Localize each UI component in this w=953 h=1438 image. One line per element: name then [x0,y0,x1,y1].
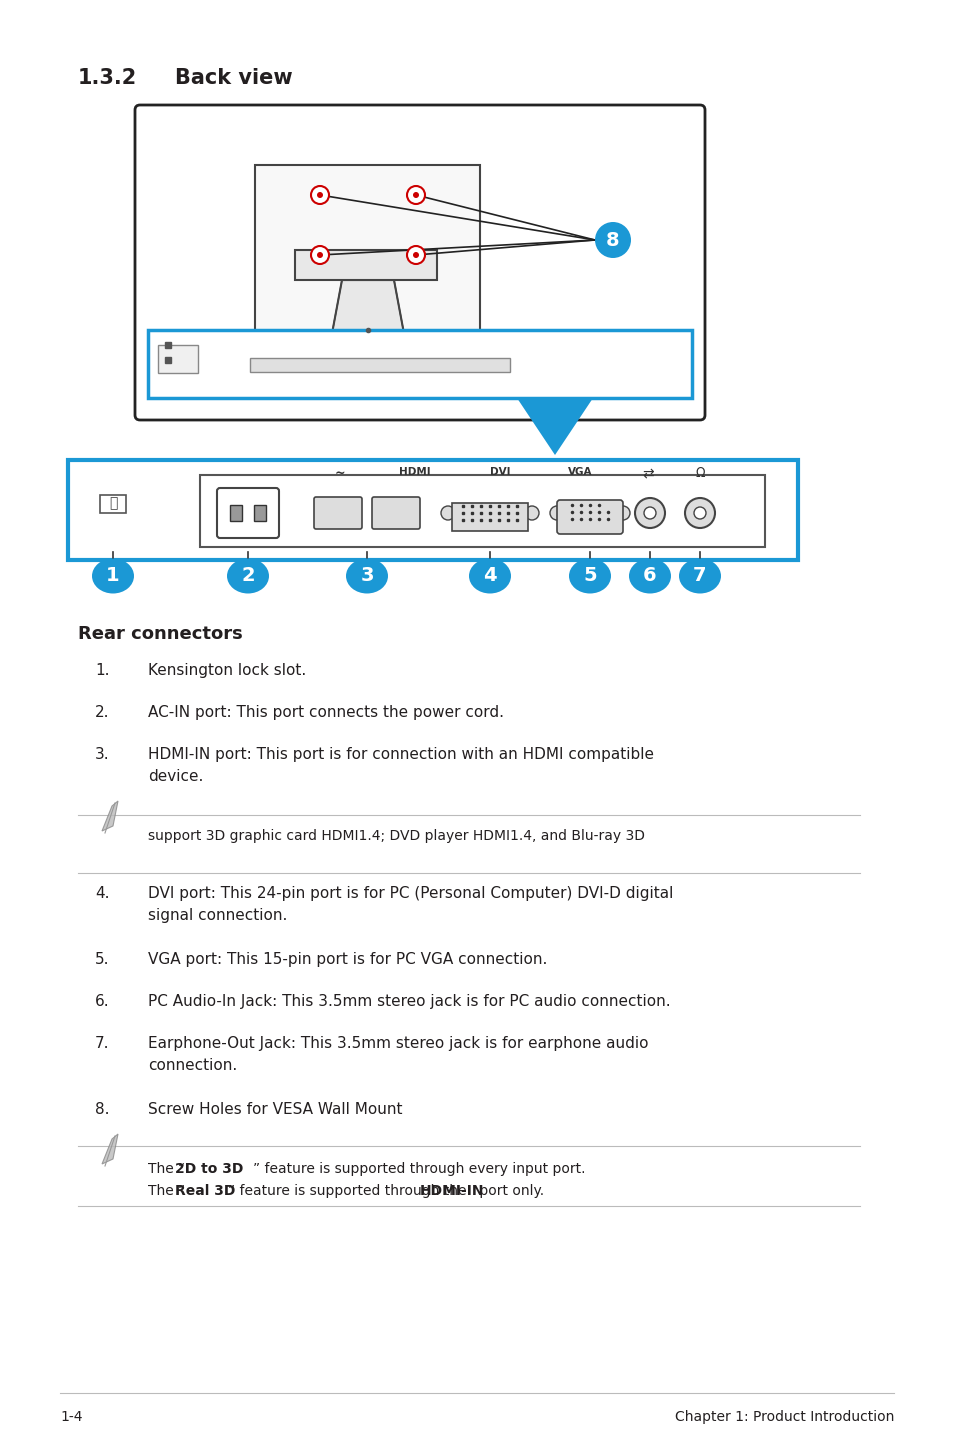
Text: ⇄: ⇄ [641,467,653,480]
Text: The “: The “ [148,1162,185,1176]
Circle shape [635,498,664,528]
Bar [272,362,463,367]
Text: 3: 3 [360,567,374,585]
Ellipse shape [227,558,269,594]
FancyBboxPatch shape [216,487,278,538]
Circle shape [316,193,323,198]
Text: Screw Holes for VESA Wall Mount: Screw Holes for VESA Wall Mount [148,1102,402,1117]
Text: HDMI: HDMI [398,467,431,477]
Ellipse shape [628,558,670,594]
Text: HDMI-IN: HDMI-IN [419,1183,484,1198]
Text: Kensington lock slot.: Kensington lock slot. [148,663,306,677]
Bar [294,250,436,280]
Text: 6.: 6. [95,994,110,1009]
Text: 2: 2 [241,567,254,585]
Bar [158,345,198,372]
Text: ” feature is supported through the: ” feature is supported through the [228,1183,471,1198]
Ellipse shape [91,558,133,594]
Text: DVI port: This 24-pin port is for PC (Personal Computer) DVI-D digital
signal co: DVI port: This 24-pin port is for PC (Pe… [148,886,673,923]
Bar [254,165,479,385]
Polygon shape [102,1135,118,1163]
Text: ” feature is supported through every input port.: ” feature is supported through every inp… [253,1162,585,1176]
Text: 🔒: 🔒 [109,496,117,510]
Ellipse shape [568,558,610,594]
Circle shape [595,221,630,257]
Text: /SUS: /SUS [383,165,456,193]
Text: Real 3D: Real 3D [174,1183,235,1198]
Text: 4.: 4. [95,886,110,902]
Circle shape [407,246,424,265]
Text: 2D to 3D: 2D to 3D [174,1162,243,1176]
Ellipse shape [469,558,511,594]
Text: 1: 1 [106,567,120,585]
Text: 1.3.2: 1.3.2 [78,68,137,88]
Text: AC-IN port: This port connects the power cord.: AC-IN port: This port connects the power… [148,705,503,720]
Circle shape [550,506,563,521]
Bar [68,460,797,559]
Bar [268,360,468,364]
Text: 5.: 5. [95,952,110,966]
Text: VGA port: This 15-pin port is for PC VGA connection.: VGA port: This 15-pin port is for PC VGA… [148,952,547,966]
Bar [100,495,126,513]
FancyBboxPatch shape [372,498,419,529]
Polygon shape [102,801,118,831]
Text: Chapter 1: Product Introduction: Chapter 1: Product Introduction [674,1411,893,1424]
Bar [270,361,465,365]
Circle shape [413,252,418,257]
FancyBboxPatch shape [557,500,622,533]
Circle shape [616,506,629,521]
Bar [148,329,691,398]
FancyBboxPatch shape [135,105,704,420]
Text: 1.: 1. [95,663,110,677]
Polygon shape [517,398,593,454]
Text: 2.: 2. [95,705,110,720]
Text: 1-4: 1-4 [60,1411,82,1424]
Text: The “: The “ [148,1183,185,1198]
Text: Earphone-Out Jack: This 3.5mm stereo jack is for earphone audio
connection.: Earphone-Out Jack: This 3.5mm stereo jac… [148,1035,648,1073]
Bar [452,503,527,531]
Circle shape [316,252,323,257]
Text: VGA: VGA [567,467,592,477]
Text: 6: 6 [642,567,656,585]
Ellipse shape [679,558,720,594]
Bar [274,362,461,367]
Circle shape [311,186,329,204]
Ellipse shape [346,558,388,594]
Text: 3.: 3. [95,746,110,762]
Text: Back view: Back view [174,68,293,88]
Text: DVI: DVI [489,467,510,477]
Text: 8: 8 [605,230,619,250]
Text: Ω: Ω [695,467,704,480]
Text: port only.: port only. [475,1183,543,1198]
Bar [200,475,764,546]
Circle shape [413,193,418,198]
Text: Rear connectors: Rear connectors [78,626,242,643]
Circle shape [524,506,538,521]
Text: ~: ~ [335,467,345,480]
Text: HDMI-IN port: This port is for connection with an HDMI compatible
device.: HDMI-IN port: This port is for connectio… [148,746,654,784]
Circle shape [643,508,656,519]
Text: PC Audio-In Jack: This 3.5mm stereo jack is for PC audio connection.: PC Audio-In Jack: This 3.5mm stereo jack… [148,994,670,1009]
Circle shape [684,498,714,528]
Bar [230,505,242,521]
Circle shape [407,186,424,204]
FancyBboxPatch shape [314,498,361,529]
Text: 5: 5 [582,567,597,585]
Text: support 3D graphic card HDMI1.4; DVD player HDMI1.4, and Blu-ray 3D: support 3D graphic card HDMI1.4; DVD pla… [148,828,644,843]
Text: 4: 4 [482,567,497,585]
Circle shape [440,506,455,521]
Circle shape [693,508,705,519]
Circle shape [311,246,329,265]
Bar [250,358,510,372]
Bar [253,505,266,521]
Text: 8.: 8. [95,1102,110,1117]
Polygon shape [328,280,408,355]
Text: 7: 7 [693,567,706,585]
Text: 7.: 7. [95,1035,110,1051]
